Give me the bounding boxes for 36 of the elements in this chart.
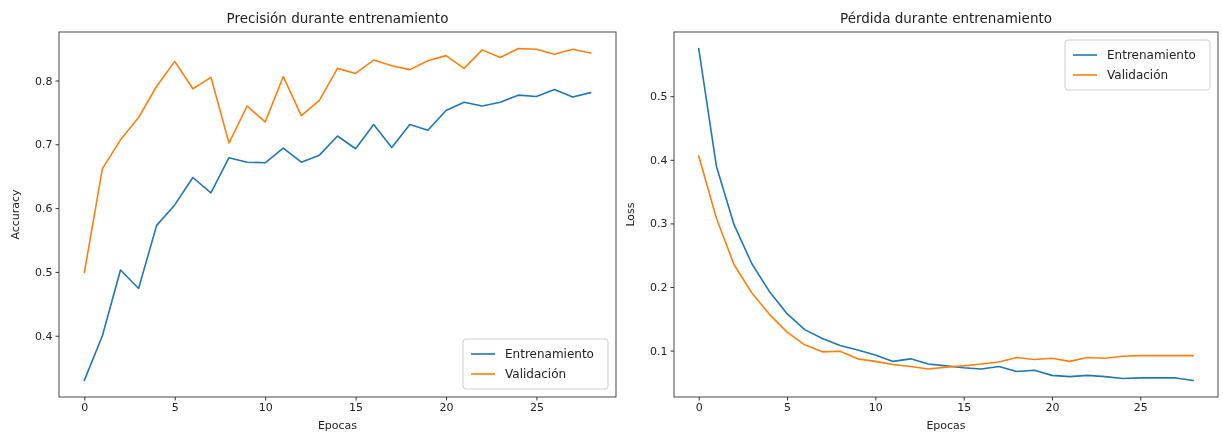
y-tick-label: 0.6: [35, 202, 53, 216]
x-axis-title: Epocas: [317, 419, 358, 432]
x-tick-label: 0: [81, 401, 89, 415]
x-axis-title: Epocas: [926, 419, 966, 432]
legend-label: Validación: [1107, 68, 1169, 82]
line-series: [697, 47, 1195, 382]
line-series: [697, 155, 1195, 370]
line-series: [83, 47, 592, 274]
y-tick-label: 0.4: [35, 329, 53, 343]
x-tick-label: 5: [784, 401, 792, 415]
legend-label: Validación: [505, 367, 567, 381]
y-tick-label: 0.4: [650, 153, 668, 167]
legend-label: Entrenamiento: [1107, 48, 1196, 62]
y-tick-label: 0.1: [650, 344, 668, 358]
x-tick-label: 20: [439, 401, 454, 415]
y-axis-title: Accuracy: [9, 188, 22, 240]
x-tick-label: 10: [868, 401, 883, 415]
y-tick-label: 0.3: [650, 217, 668, 231]
y-tick-label: 0.8: [35, 74, 53, 88]
line-series: [83, 88, 592, 382]
y-tick-label: 0.5: [650, 90, 668, 104]
y-tick-label: 0.2: [650, 281, 668, 295]
x-tick-label: 15: [957, 401, 972, 415]
x-tick-label: 15: [349, 401, 364, 415]
chart-title: Precisión durante entrenamiento: [226, 10, 449, 26]
x-tick-label: 10: [258, 401, 273, 415]
legend-label: Entrenamiento: [505, 347, 594, 361]
y-axis-title: Loss: [624, 202, 637, 227]
y-tick-label: 0.5: [35, 265, 53, 279]
x-tick-label: 0: [695, 401, 703, 415]
y-tick-label: 0.7: [35, 138, 53, 152]
x-tick-label: 25: [1133, 401, 1148, 415]
x-tick-label: 5: [171, 401, 179, 415]
x-tick-label: 20: [1045, 401, 1060, 415]
chart-title: Pérdida durante entrenamiento: [840, 10, 1052, 26]
x-tick-label: 25: [529, 401, 544, 415]
